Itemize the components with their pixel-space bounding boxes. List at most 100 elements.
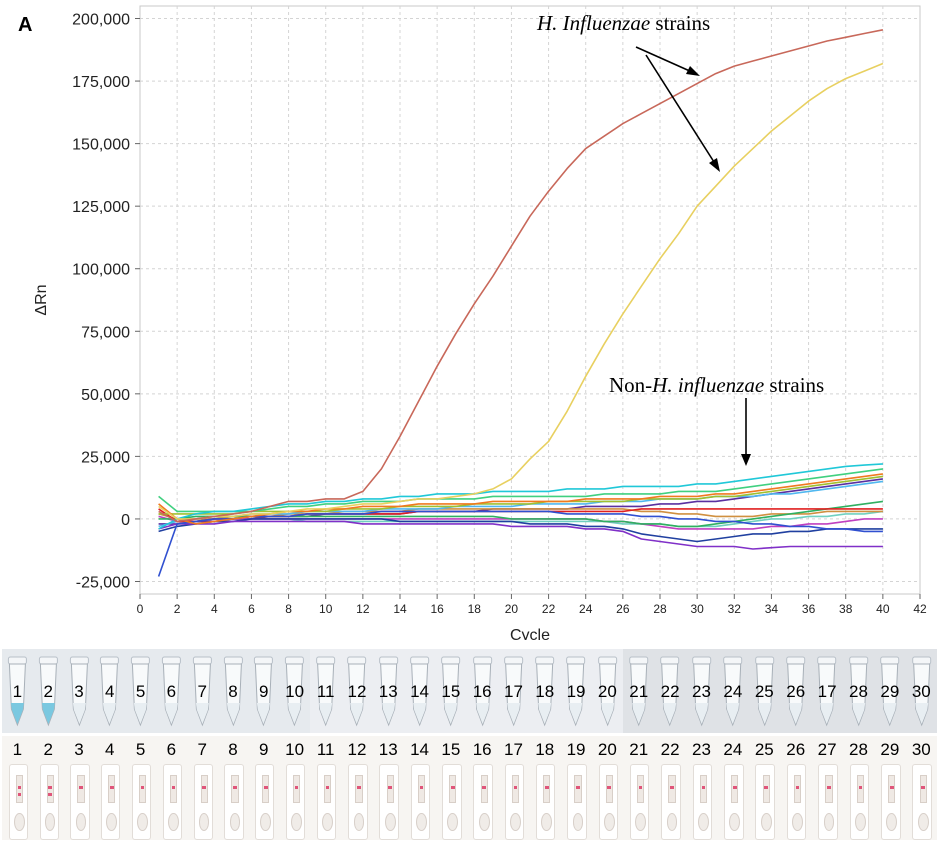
tube: 17 [498, 649, 529, 733]
sample-well [322, 813, 333, 831]
strip-cassette [473, 764, 493, 840]
tube-drawing [254, 656, 274, 727]
test-strip: 19 [560, 736, 591, 840]
strip-result-window [138, 775, 147, 803]
control-line [325, 786, 330, 789]
arrow-head-yellow [709, 158, 720, 172]
strip-result-window [731, 775, 739, 803]
series-line [158, 463, 883, 530]
strip-number: 18 [535, 740, 555, 759]
tube: 16 [467, 649, 498, 733]
strip-cassette [598, 764, 619, 840]
strip-cassette [255, 764, 275, 840]
strip-cassette [535, 764, 556, 840]
annotation-non-prefix: Non- [609, 373, 652, 397]
strip-number: 19 [566, 740, 586, 759]
plot-area [139, 5, 921, 595]
strip-number: 21 [629, 740, 649, 759]
control-line [263, 786, 268, 789]
tube: 24 [717, 649, 748, 733]
tube-photo-row: 1 2 3 4 5 6 7 8 9 10 11 12 13 14 15 16 17 18 19 20 21 22 23 2… [2, 649, 937, 733]
sample-well [698, 813, 709, 831]
control-line [357, 786, 361, 789]
tube: 17 [811, 649, 842, 733]
strip-number: 5 [135, 740, 146, 759]
sample-well [572, 813, 584, 831]
tube-number: 1 [12, 682, 23, 701]
strip-number: 12 [347, 740, 367, 759]
tube-number: 15 [441, 682, 461, 701]
tube-number: 22 [660, 682, 680, 701]
test-strip: 2 [33, 736, 64, 840]
control-line [171, 786, 176, 789]
series-line [158, 520, 883, 550]
control-line [140, 786, 145, 789]
annotations: H. Influenzae strains Non-H. influenzae … [536, 11, 824, 466]
y-tick-label: 200,000 [72, 12, 130, 29]
tube-drawing [69, 656, 89, 727]
series-line [157, 510, 883, 577]
x-tick-label: 8 [285, 602, 292, 616]
x-tick-label: 10 [319, 602, 333, 616]
x-tick-label: 36 [802, 602, 816, 616]
strip-number: 27 [817, 740, 837, 759]
strip-cassette [162, 764, 182, 840]
sample-well [168, 813, 179, 831]
tube-number: 16 [472, 682, 492, 701]
tube-drawing [691, 656, 711, 727]
tube-drawing [192, 656, 212, 727]
tube: 11 [310, 649, 341, 733]
tube-number: 6 [166, 682, 177, 701]
strip-result-window [15, 775, 23, 803]
annotation-non-suffix: strains [764, 373, 824, 397]
tube: 30 [906, 649, 937, 733]
sample-well [260, 813, 272, 831]
test-strip: 23 [686, 736, 717, 840]
tube-drawing [285, 656, 305, 727]
tube: 2 [33, 649, 64, 733]
strip-result-window [449, 775, 457, 803]
control-line [576, 786, 580, 789]
strip-cassette [348, 764, 368, 840]
y-axis-label: ΔRn [33, 284, 50, 315]
sample-well [416, 813, 427, 831]
control-line [388, 786, 393, 789]
tube-drawing [880, 656, 900, 727]
strip-number: 8 [228, 740, 238, 759]
strip-result-window [574, 775, 582, 803]
strip-result-window [386, 775, 394, 803]
control-line [827, 786, 831, 789]
sample-well [635, 813, 647, 831]
sample-well [75, 813, 87, 831]
annotation-h-influenzae: H. Influenzae strains [536, 11, 710, 35]
tube-drawing [316, 656, 336, 727]
sample-well [917, 813, 929, 831]
test-strip: 8 [218, 736, 249, 840]
tube-number: 14 [410, 682, 429, 701]
test-strip: 20 [592, 736, 623, 840]
strip-result-window [825, 775, 833, 803]
strip-cassette [70, 764, 90, 840]
strip-cassette [849, 764, 870, 840]
tube-drawing [566, 656, 586, 727]
x-tick-label: 20 [505, 602, 519, 616]
tube-number: 17 [817, 682, 837, 701]
strip-cassette [442, 764, 462, 840]
tube-number: 21 [629, 682, 649, 701]
lateral-flow-strip-row: 1 2 3 4 5 6 7 8 9 10 11 12 13 14 15 16 17 18 19 20 21 22 23 2… [2, 736, 937, 840]
strip-result-window [762, 775, 770, 803]
strip-cassette [881, 764, 901, 840]
sample-well [729, 813, 741, 831]
strip-result-window [417, 775, 426, 803]
strip-number: 20 [597, 740, 617, 759]
control-line [607, 786, 612, 789]
strip-number: 2 [43, 740, 53, 759]
tube-number: 13 [378, 682, 398, 701]
tube: 23 [686, 649, 717, 733]
tube-number: 4 [105, 682, 115, 701]
tube-drawing [629, 656, 649, 727]
strip-cassette [692, 764, 713, 840]
y-tick-label: 25,000 [81, 449, 130, 466]
strip-result-window [511, 775, 520, 803]
tube-number: 24 [723, 682, 743, 701]
